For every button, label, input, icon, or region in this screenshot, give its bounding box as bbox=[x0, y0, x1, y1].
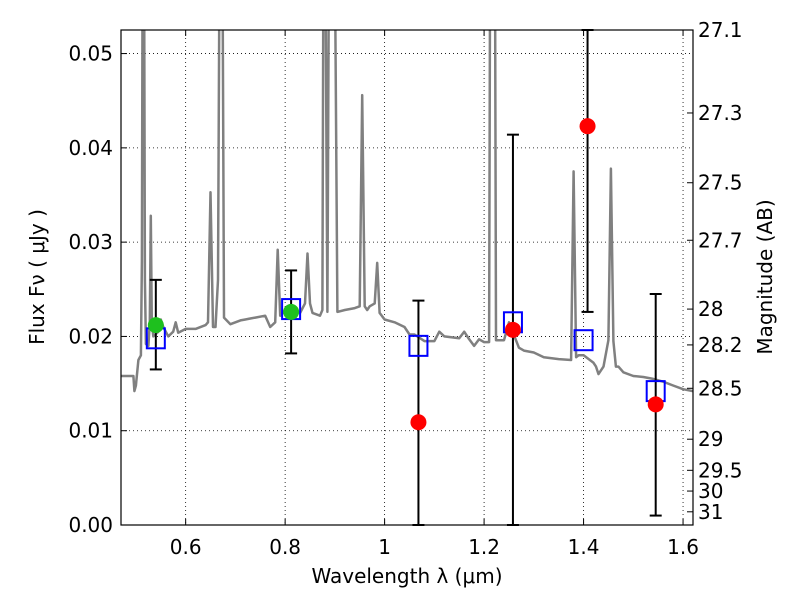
y2-tick-label: 29.5 bbox=[698, 458, 743, 482]
x-tick-label: 1.6 bbox=[667, 535, 699, 559]
observed-flux-red-point bbox=[579, 118, 596, 135]
y-tick-label: 0.03 bbox=[68, 230, 113, 254]
y2-tick-label: 28.2 bbox=[698, 333, 743, 357]
y-tick-label: 0.04 bbox=[68, 136, 113, 160]
y2-tick-label: 27.3 bbox=[698, 101, 743, 125]
model-band-square bbox=[573, 329, 594, 352]
y2-tick-label: 30 bbox=[698, 479, 723, 503]
y2-tick-label: 28 bbox=[698, 297, 723, 321]
y-axis-title: Flux Fν ( μJy ) bbox=[25, 209, 49, 345]
observed-flux-red-point bbox=[410, 414, 427, 431]
x-tick-label: 1 bbox=[378, 535, 391, 559]
y-tick-label: 0.01 bbox=[68, 419, 113, 443]
model-band-square bbox=[408, 334, 429, 357]
observed-flux-red-point bbox=[647, 396, 664, 413]
y2-tick-label: 31 bbox=[698, 500, 723, 524]
y2-tick-label: 27.7 bbox=[698, 228, 743, 252]
y2-tick-label: 28.5 bbox=[698, 376, 743, 400]
y2-axis-title: Magnitude (AB) bbox=[753, 199, 777, 354]
y2-tick-label: 27.5 bbox=[698, 171, 743, 195]
x-tick-label: 1.2 bbox=[468, 535, 500, 559]
axes-frame bbox=[120, 29, 694, 526]
y-tick-label: 0.00 bbox=[68, 513, 113, 537]
y2-tick-label: 27.1 bbox=[698, 18, 743, 42]
x-tick-label: 0.6 bbox=[170, 535, 202, 559]
model-spectrum-line bbox=[121, 30, 693, 393]
y-tick-label: 0.02 bbox=[68, 324, 113, 348]
observed-flux-red-point bbox=[504, 321, 521, 338]
plot-area bbox=[121, 30, 693, 393]
y-tick-label: 0.05 bbox=[68, 42, 113, 66]
observed-points bbox=[147, 118, 664, 431]
axis-ticks: 0.6 0.8 1 1.2 1.4 1.6 0.00 0.01 0.02 0.03 0.04 0.05… bbox=[68, 18, 742, 559]
x-axis-title: Wavelength λ (μm) bbox=[311, 564, 502, 588]
y2-tick-label: 29 bbox=[698, 427, 723, 451]
x-tick-label: 0.8 bbox=[269, 535, 301, 559]
observed-flux-green-point bbox=[283, 303, 300, 320]
observed-flux-green-point bbox=[147, 317, 164, 334]
x-tick-label: 1.4 bbox=[568, 535, 600, 559]
